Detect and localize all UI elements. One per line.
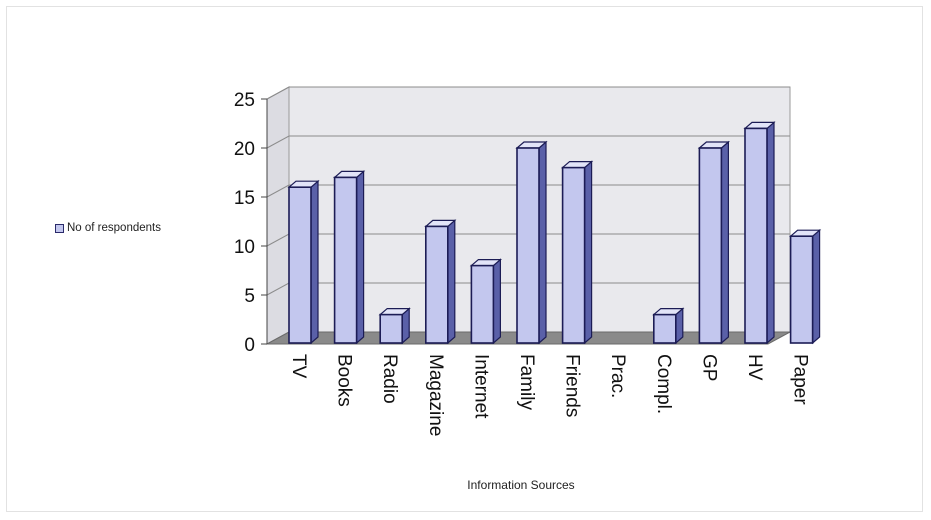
bar bbox=[470, 264, 495, 344]
bar-side bbox=[583, 160, 593, 345]
legend-swatch-icon bbox=[55, 223, 64, 233]
legend: No of respondents bbox=[55, 222, 161, 234]
bar-side bbox=[720, 140, 730, 345]
x-tick-label: Radio bbox=[379, 354, 400, 404]
x-axis-title: Information Sources bbox=[467, 478, 574, 492]
y-tick-label: 20 bbox=[234, 139, 255, 160]
bar bbox=[789, 235, 814, 344]
bar bbox=[333, 176, 358, 344]
bar-side bbox=[811, 228, 821, 345]
bar bbox=[516, 147, 540, 344]
legend-label: No of respondents bbox=[67, 222, 161, 234]
bar bbox=[424, 225, 449, 344]
x-tick-label: TV bbox=[288, 354, 309, 379]
bar-side bbox=[492, 258, 501, 345]
bar-side bbox=[766, 121, 775, 345]
bar-side bbox=[538, 140, 547, 345]
x-tick-label: Internet bbox=[470, 354, 491, 419]
y-tick-label: 10 bbox=[234, 237, 255, 258]
side-wall bbox=[266, 86, 290, 345]
gridline bbox=[266, 184, 790, 198]
x-tick-label: HV bbox=[744, 354, 765, 381]
bar bbox=[561, 166, 586, 344]
x-tick-label: Compl. bbox=[653, 354, 674, 414]
y-tick-label: 0 bbox=[244, 335, 255, 356]
bar-side bbox=[310, 179, 319, 345]
bar-side bbox=[356, 170, 365, 345]
bar bbox=[744, 127, 768, 344]
x-tick-label: Paper bbox=[790, 354, 811, 405]
gridline bbox=[266, 86, 790, 100]
gridline bbox=[266, 135, 790, 149]
y-tick-label: 5 bbox=[244, 286, 255, 307]
x-tick-label: GP bbox=[698, 354, 719, 381]
bar bbox=[379, 313, 404, 344]
bar bbox=[288, 186, 312, 344]
bar bbox=[698, 147, 723, 344]
bar-side bbox=[447, 219, 456, 345]
x-tick-label: Books bbox=[334, 354, 355, 407]
y-tick-label: 15 bbox=[234, 188, 255, 209]
bar bbox=[652, 313, 677, 344]
x-tick-label: Prac. bbox=[607, 354, 628, 398]
x-tick-label: Magazine bbox=[425, 354, 446, 436]
y-tick-label: 25 bbox=[234, 90, 255, 111]
x-tick-label: Family bbox=[516, 354, 537, 410]
x-tick-label: Friends bbox=[562, 354, 583, 417]
